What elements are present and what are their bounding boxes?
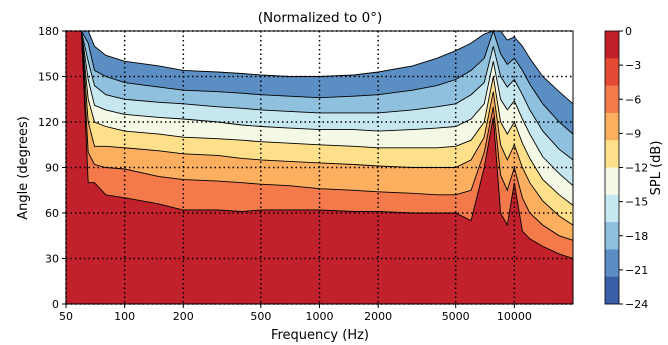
colorbar-tick-label: 0	[625, 25, 632, 38]
y-tick-label: 90	[45, 162, 59, 175]
grid-lines	[65, 30, 573, 305]
y-tick-label: 120	[38, 116, 59, 129]
chart-title: (Normalized to 0°)	[258, 10, 383, 26]
colorbar-segment	[605, 31, 619, 59]
x-tick-label: 500	[250, 310, 271, 323]
x-tick-label: 1000	[306, 310, 334, 323]
colorbar-tick-label: −18	[625, 230, 648, 243]
x-tick-label: 100	[114, 310, 135, 323]
contour-band-0-to-minus-3	[66, 31, 573, 304]
colorbar: 0 −3 −6 −9 −12 −15 −18 −21 −24	[604, 25, 648, 311]
y-tick-label: 0	[52, 298, 59, 311]
contour-lines	[66, 29, 574, 259]
x-tick-label: 50	[59, 310, 73, 323]
colorbar-tick-label: −24	[625, 298, 648, 311]
y-axis-label: Angle (degrees)	[16, 116, 31, 220]
colorbar-tick-label: −9	[625, 127, 641, 140]
colorbar-tick-label: −6	[625, 93, 641, 106]
colorbar-segment	[605, 167, 619, 196]
contour-line-minus-3	[66, 30, 574, 259]
contour-line-minus-15	[66, 30, 574, 187]
colorbar-segment	[605, 112, 619, 141]
colorbar-segment	[605, 222, 619, 250]
colorbar-tick-label: −3	[625, 59, 641, 72]
x-axis: 50 100 200 500 1000 2000 5000 10000	[59, 304, 532, 323]
y-tick-label: 180	[38, 25, 59, 38]
contour-line-minus-18	[66, 30, 574, 161]
colorbar-segment	[605, 194, 619, 223]
colorbar-tick-label: −12	[625, 162, 648, 175]
y-tick-label: 30	[45, 253, 59, 266]
colorbar-segment	[605, 249, 619, 278]
contour-line-minus-9	[66, 30, 574, 226]
x-axis-label: Frequency (Hz)	[271, 328, 369, 343]
colorbar-tick-label: −15	[625, 196, 648, 209]
x-tick-label: 10000	[497, 310, 532, 323]
colorbar-segment	[605, 85, 619, 114]
colorbar-tick-label: −21	[625, 264, 648, 277]
x-tick-label: 2000	[364, 310, 392, 323]
colorbar-segment	[605, 58, 619, 86]
x-tick-label: 200	[173, 310, 194, 323]
x-tick-label: 5000	[442, 310, 470, 323]
colorbar-segment	[605, 140, 619, 168]
colorbar-segment	[605, 276, 619, 305]
y-tick-label: 150	[38, 71, 59, 84]
contour-line-minus-6	[66, 30, 574, 241]
y-axis: 0 30 60 90 120 150 180	[38, 25, 66, 311]
contour-line-minus-24	[66, 30, 574, 105]
colorbar-label: SPL (dB)	[649, 141, 664, 196]
contour-line-minus-12	[66, 30, 574, 206]
contour-line-minus-21	[66, 29, 574, 135]
y-tick-label: 60	[45, 207, 59, 220]
